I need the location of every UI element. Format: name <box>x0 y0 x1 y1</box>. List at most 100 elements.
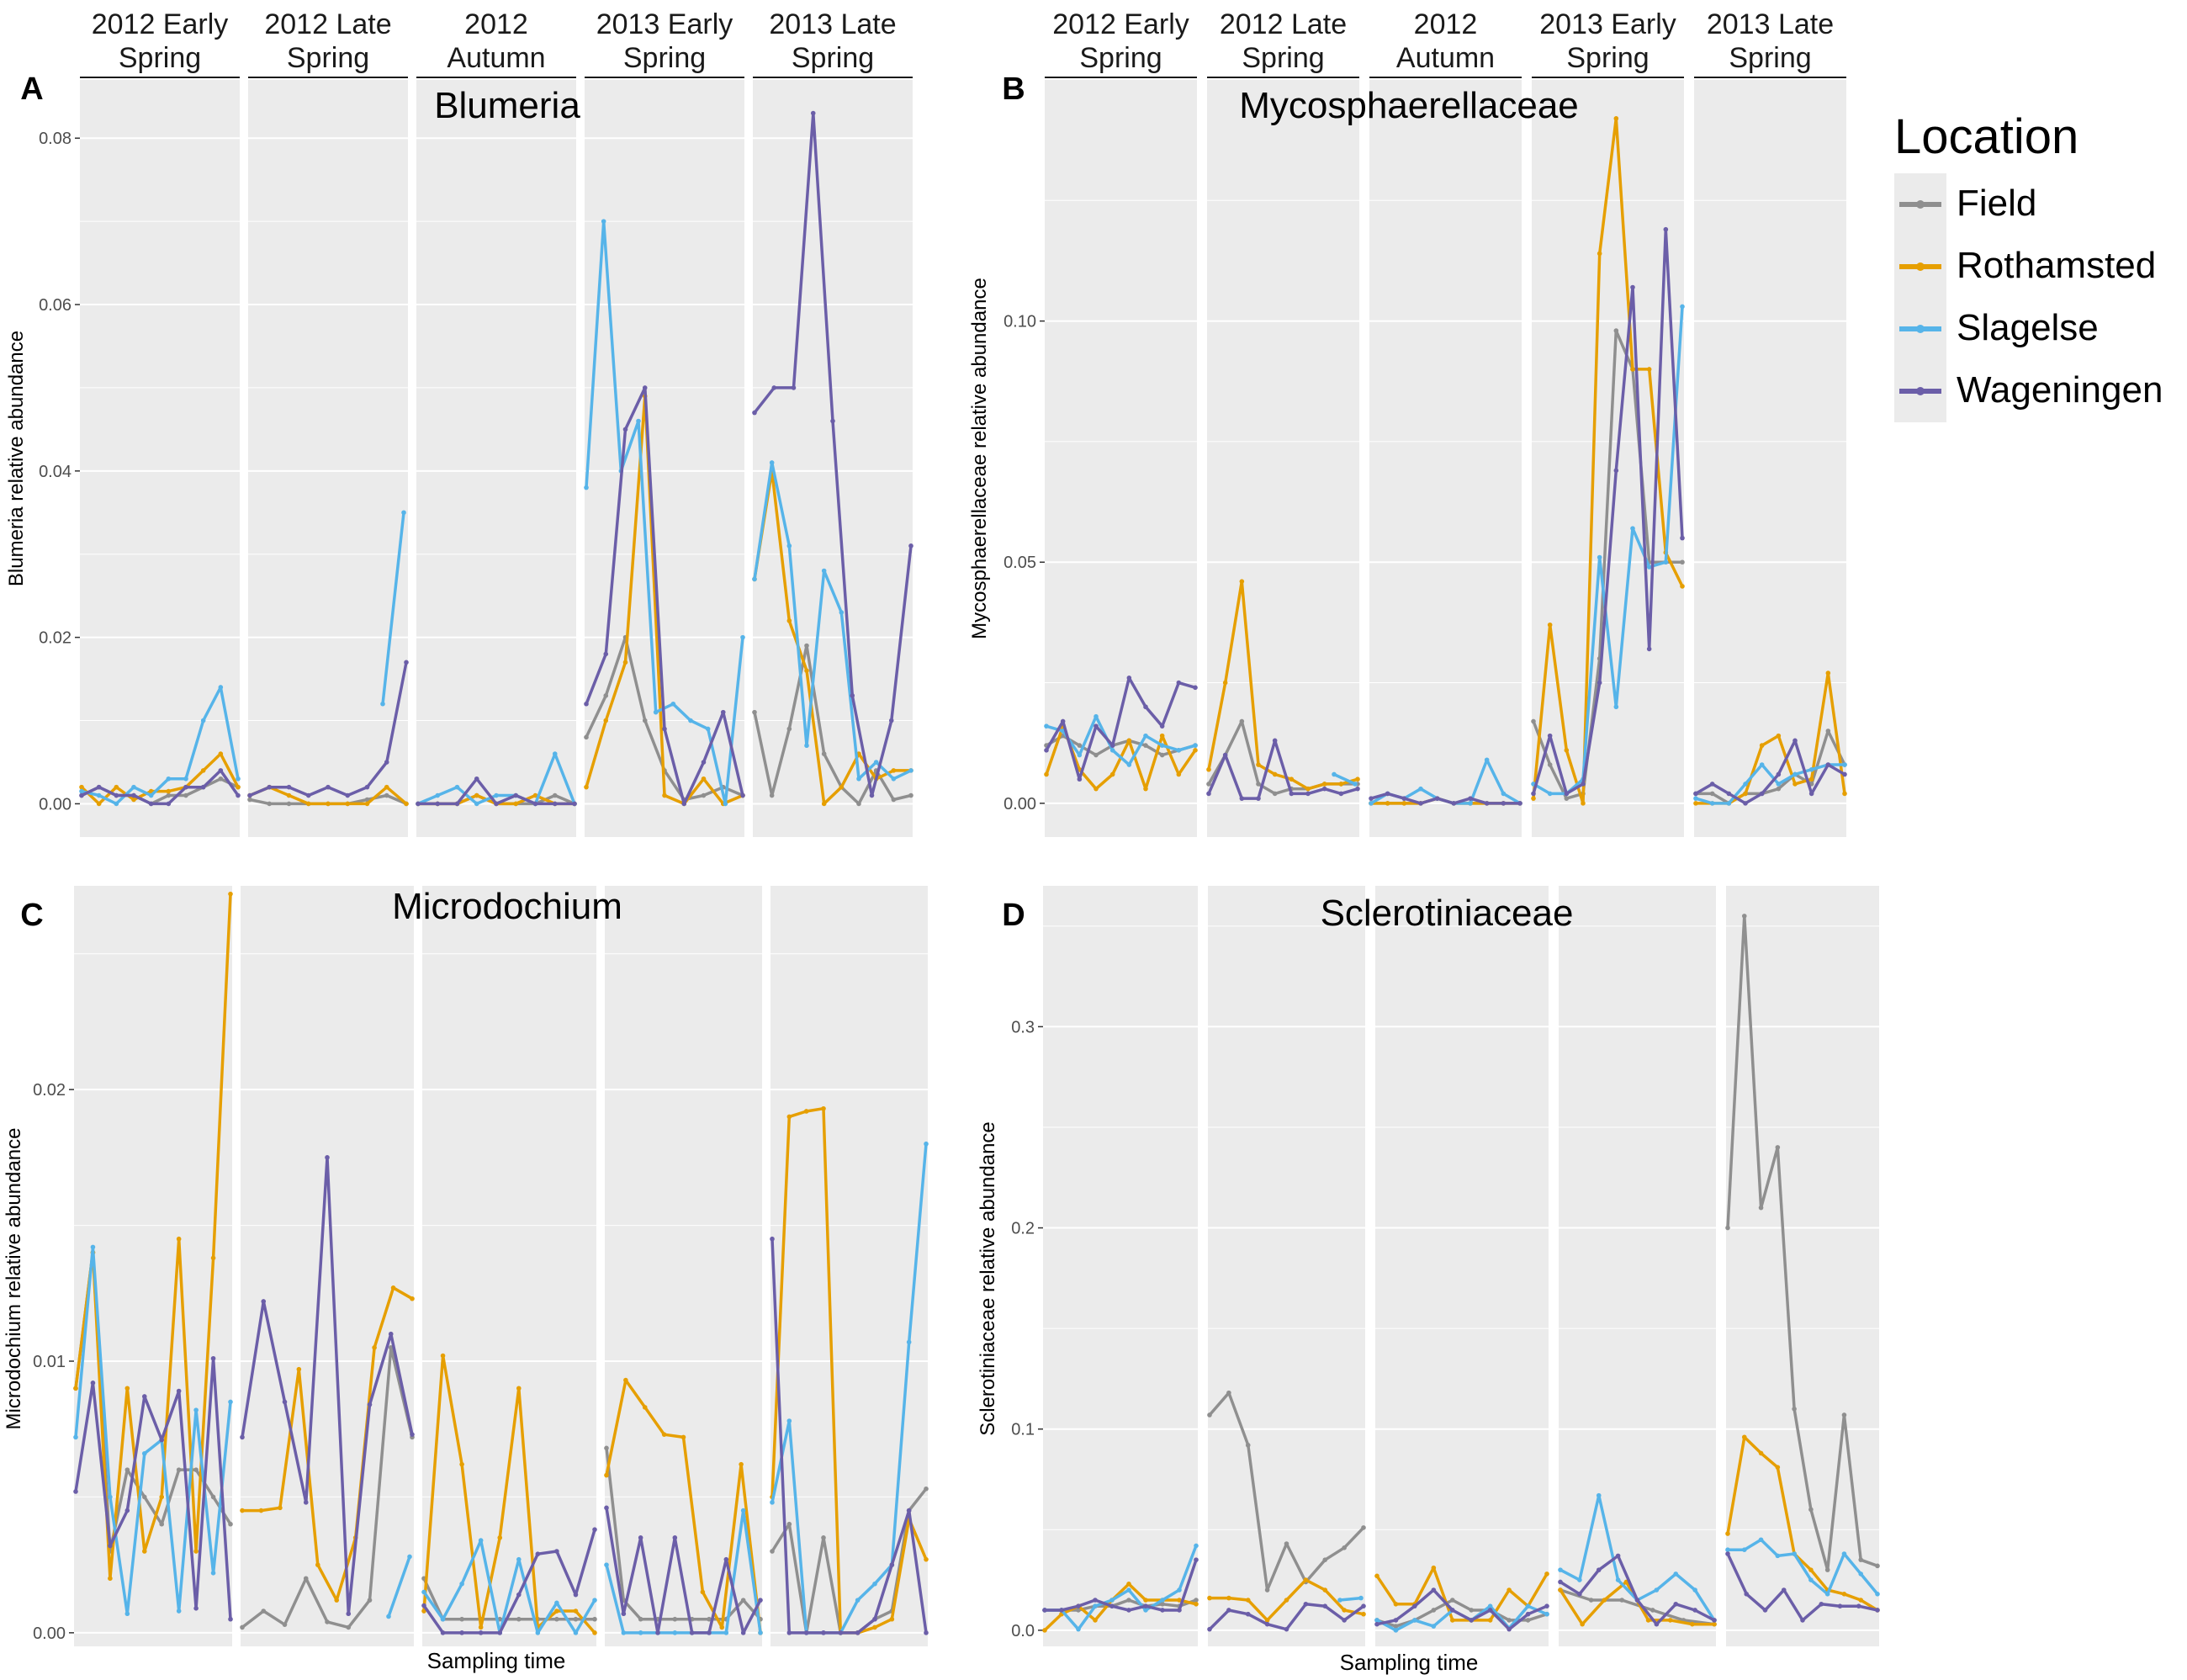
data-point-wageningen <box>1338 791 1344 797</box>
data-point-wageningen <box>1284 1626 1289 1632</box>
y-tick-label: 0.10 <box>1003 313 1036 331</box>
series-line-slagelse <box>422 1539 596 1635</box>
data-point-wageningen <box>689 1630 695 1635</box>
data-point-wageningen <box>267 784 273 790</box>
series-line-slagelse <box>605 1508 762 1635</box>
data-point-wageningen <box>770 1236 775 1242</box>
data-point-wageningen <box>1581 782 1586 787</box>
data-point-field <box>210 1494 216 1500</box>
data-point-wageningen <box>1484 801 1490 806</box>
data-point-wageningen <box>1577 1592 1582 1597</box>
y-tick-label: 0.2 <box>1011 1220 1035 1238</box>
data-point-slagelse <box>1544 1611 1549 1617</box>
data-point-rothamsted <box>1693 801 1698 806</box>
data-point-slagelse <box>108 1494 113 1500</box>
facet-background <box>1694 80 1846 837</box>
series-line-wageningen <box>1695 739 1845 805</box>
data-point-field <box>573 1616 579 1622</box>
data-point-field <box>1159 752 1165 758</box>
facet-label-line: Spring <box>1729 42 1811 74</box>
series-line-field <box>1696 729 1846 805</box>
data-point-wageningen <box>346 1611 352 1617</box>
data-point-field <box>604 1445 609 1451</box>
legend-label-slagelse: Slagelse <box>1957 307 2099 348</box>
data-point-rothamsted <box>1580 1621 1585 1627</box>
data-point-rothamsted <box>1355 776 1360 782</box>
data-point-rothamsted <box>1305 786 1311 792</box>
data-point-rothamsted <box>1712 1621 1717 1627</box>
data-point-wageningen <box>1517 801 1522 806</box>
data-point-slagelse <box>401 510 406 516</box>
data-point-field <box>1824 1567 1830 1572</box>
data-point-rothamsted <box>440 1353 446 1359</box>
data-point-rothamsted <box>1143 786 1148 792</box>
data-point-field <box>856 801 861 807</box>
data-point-rothamsted <box>478 1624 484 1630</box>
data-point-field <box>218 776 224 782</box>
data-point-wageningen <box>159 1437 165 1443</box>
facet-label-line: 2013 Late <box>769 8 896 40</box>
data-point-rothamsted <box>1667 1618 1673 1623</box>
panel-letter: C <box>20 898 43 933</box>
data-point-slagelse <box>1353 782 1358 787</box>
data-point-rothamsted <box>1206 766 1211 772</box>
data-point-slagelse <box>124 1611 130 1617</box>
data-point-slagelse <box>386 1614 391 1619</box>
data-point-wageningen <box>1654 1621 1660 1627</box>
data-point-rothamsted <box>1126 738 1132 744</box>
data-point-wageningen <box>1615 1553 1621 1559</box>
data-point-rothamsted <box>372 1345 377 1350</box>
data-point-slagelse <box>1337 1598 1342 1603</box>
data-point-rothamsted <box>1758 1450 1764 1456</box>
data-point-slagelse <box>1630 526 1635 531</box>
data-point-wageningen <box>1126 1608 1131 1613</box>
data-point-rothamsted <box>305 801 311 807</box>
data-point-rothamsted <box>345 801 351 807</box>
data-point-slagelse <box>1613 704 1619 710</box>
data-point-slagelse <box>1726 801 1732 806</box>
series-line-slagelse <box>770 1143 928 1635</box>
data-point-slagelse <box>1680 304 1685 310</box>
data-point-wageningen <box>888 718 894 723</box>
facet-label: 2013 Late Spring <box>769 8 896 74</box>
data-point-field <box>384 792 389 798</box>
data-point-rothamsted <box>786 1114 792 1120</box>
data-point-wageningen <box>810 110 816 116</box>
data-point-field <box>1361 1525 1366 1530</box>
panel-title: Microdochium <box>392 886 622 927</box>
data-point-wageningen <box>1355 786 1360 792</box>
data-point-wageningen <box>1875 1608 1880 1613</box>
data-point-slagelse <box>1547 791 1553 797</box>
data-point-rothamsted <box>1239 579 1245 584</box>
data-point-wageningen <box>1076 1603 1081 1608</box>
data-point-wageningen <box>218 768 224 773</box>
data-point-rothamsted <box>700 1589 706 1595</box>
data-point-slagelse <box>636 418 641 424</box>
data-point-rothamsted <box>1792 782 1798 787</box>
facet-label-line: 2013 Early <box>596 8 733 40</box>
data-point-field <box>286 801 292 807</box>
data-point-wageningen <box>1762 1608 1768 1613</box>
data-point-wageningen <box>166 801 172 807</box>
data-point-rothamsted <box>334 1598 340 1603</box>
data-point-wageningen <box>1272 738 1278 744</box>
data-point-slagelse <box>1759 762 1765 767</box>
data-point-slagelse <box>1558 1567 1563 1572</box>
data-point-rothamsted <box>1564 748 1570 753</box>
data-point-field <box>786 726 792 732</box>
data-point-wageningen <box>1776 771 1782 777</box>
data-point-slagelse <box>166 776 172 782</box>
data-point-slagelse <box>723 801 728 807</box>
data-point-slagelse <box>459 1581 464 1587</box>
data-point-field <box>1342 1545 1347 1550</box>
data-point-field <box>1160 1601 1165 1607</box>
data-point-slagelse <box>705 726 711 732</box>
data-point-slagelse <box>740 1508 746 1513</box>
data-point-rothamsted <box>1284 1598 1289 1603</box>
facet-label-line: Autumn <box>1396 42 1495 74</box>
series-line-slagelse <box>81 686 240 806</box>
data-point-rothamsted <box>240 1508 245 1513</box>
data-point-slagelse <box>1484 757 1490 763</box>
data-point-wageningen <box>1176 680 1182 686</box>
data-point-field <box>1775 1145 1781 1150</box>
